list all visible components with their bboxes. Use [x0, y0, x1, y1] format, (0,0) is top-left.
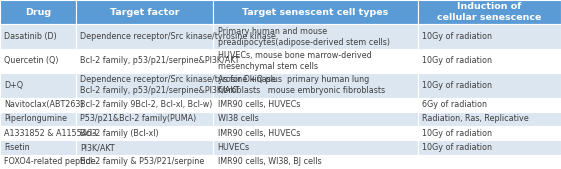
Text: Primary human and mouse
preadipocytes(adipose-derived stem cells): Primary human and mouse preadipocytes(ad… [218, 27, 390, 47]
Bar [0, 155, 76, 169]
Text: FOXO4-related peptide: FOXO4-related peptide [4, 157, 96, 166]
Bar [213, 155, 418, 169]
Text: WI38 cells: WI38 cells [218, 114, 259, 124]
Text: Bcl-2 family 9Bcl-2, Bcl-xl, Bcl-w): Bcl-2 family 9Bcl-2, Bcl-xl, Bcl-w) [80, 100, 213, 109]
Text: Bcl-2 family, p53/p21/serpine&PI3K/AKT: Bcl-2 family, p53/p21/serpine&PI3K/AKT [80, 56, 240, 65]
Bar [0, 112, 76, 126]
Text: Bcl-2 family (Bcl-xl): Bcl-2 family (Bcl-xl) [80, 129, 159, 138]
Bar [0, 126, 76, 140]
Bar [213, 98, 418, 112]
Bar [0, 73, 76, 98]
Bar [418, 126, 561, 140]
Text: 10Gy of radiation: 10Gy of radiation [422, 81, 493, 90]
Text: 6Gy of radiation: 6Gy of radiation [422, 100, 488, 109]
Bar [76, 24, 213, 49]
Bar [213, 126, 418, 140]
Text: As for D+Q plus  primary human lung
fibroblasts   mouse embryonic fibroblasts: As for D+Q plus primary human lung fibro… [218, 75, 385, 95]
Text: Piperlongumine: Piperlongumine [4, 114, 67, 124]
Text: Radiation, Ras, Replicative: Radiation, Ras, Replicative [422, 114, 529, 124]
Text: 10Gy of radiation: 10Gy of radiation [422, 129, 493, 138]
Text: Target senescent cell types: Target senescent cell types [242, 8, 389, 17]
Bar [76, 112, 213, 126]
Bar [213, 49, 418, 73]
Bar [418, 24, 561, 49]
Text: Navitoclax(ABT263): Navitoclax(ABT263) [4, 100, 84, 109]
Text: A1331852 & A1155463: A1331852 & A1155463 [4, 129, 97, 138]
Bar [213, 0, 418, 24]
Bar [0, 98, 76, 112]
Bar [213, 140, 418, 155]
Bar [0, 49, 76, 73]
Bar [213, 24, 418, 49]
Text: Dependence receptor/Src kinase/tyrosine kinase
Bcl-2 family, p53/p21/serpine&PI3: Dependence receptor/Src kinase/tyrosine … [80, 75, 276, 95]
Bar [213, 112, 418, 126]
Bar [0, 140, 76, 155]
Text: HUVECs, mouse bone marrow-derived
mesenchymal stem cells: HUVECs, mouse bone marrow-derived mesenc… [218, 51, 371, 71]
Text: P53/p21&Bcl-2 family(PUMA): P53/p21&Bcl-2 family(PUMA) [80, 114, 196, 124]
Bar [418, 98, 561, 112]
Text: Fisetin: Fisetin [4, 143, 30, 152]
Text: IMR90 cells, HUVECs: IMR90 cells, HUVECs [218, 129, 300, 138]
Text: IMR90 cells, HUVECs: IMR90 cells, HUVECs [218, 100, 300, 109]
Text: 10Gy of radiation: 10Gy of radiation [422, 143, 493, 152]
Text: Quercetin (Q): Quercetin (Q) [4, 56, 59, 65]
Bar [418, 155, 561, 169]
Text: PI3K/AKT: PI3K/AKT [80, 143, 115, 152]
Text: Induction of
cellular senescence: Induction of cellular senescence [437, 3, 542, 22]
Text: 10Gy of radiation: 10Gy of radiation [422, 32, 493, 41]
Text: Dependence receptor/Src kinase/tyrosine kinase: Dependence receptor/Src kinase/tyrosine … [80, 32, 276, 41]
Bar [213, 73, 418, 98]
Bar [76, 49, 213, 73]
Bar [418, 49, 561, 73]
Bar [76, 126, 213, 140]
Text: D+Q: D+Q [4, 81, 24, 90]
Bar [418, 112, 561, 126]
Bar [76, 140, 213, 155]
Text: 10Gy of radiation: 10Gy of radiation [422, 56, 493, 65]
Text: IMR90 cells, WI38, BJ cells: IMR90 cells, WI38, BJ cells [218, 157, 321, 166]
Bar [418, 0, 561, 24]
Bar [76, 73, 213, 98]
Text: Drug: Drug [25, 8, 51, 17]
Text: HUVECs: HUVECs [218, 143, 250, 152]
Bar [418, 73, 561, 98]
Bar [0, 24, 76, 49]
Text: Dasatinib (D): Dasatinib (D) [4, 32, 57, 41]
Bar [76, 98, 213, 112]
Bar [76, 0, 213, 24]
Text: Bcl-2 family & P53/P21/serpine: Bcl-2 family & P53/P21/serpine [80, 157, 204, 166]
Bar [76, 155, 213, 169]
Bar [418, 140, 561, 155]
Text: Target factor: Target factor [110, 8, 179, 17]
Bar [0, 0, 76, 24]
